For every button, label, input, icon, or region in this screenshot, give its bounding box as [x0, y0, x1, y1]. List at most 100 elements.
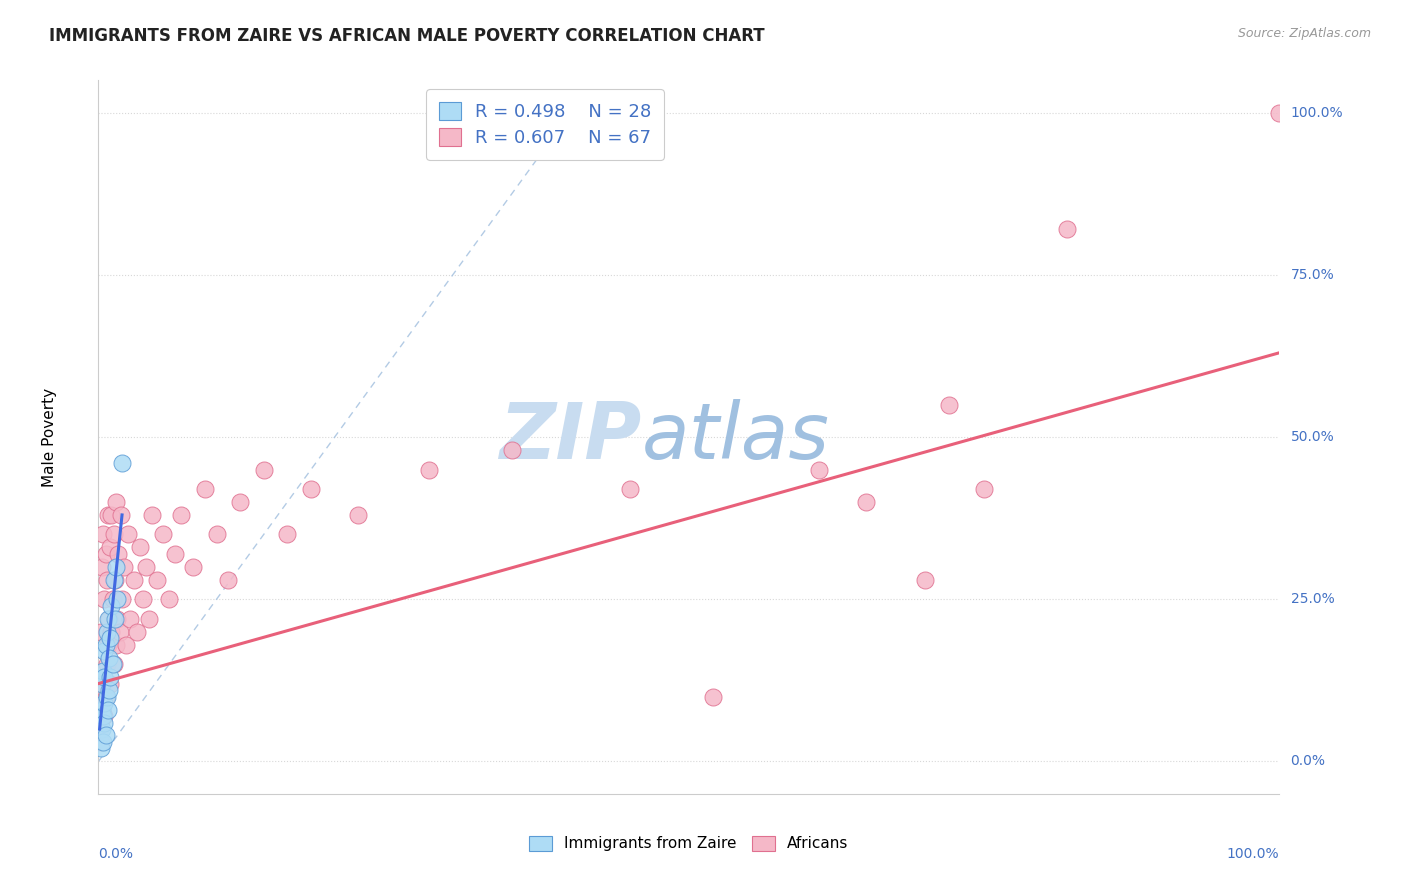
Point — [101, 592, 124, 607]
Point — [128, 541, 150, 555]
Point — [93, 644, 115, 658]
Y-axis label: Male Poverty: Male Poverty — [42, 387, 58, 487]
Point — [90, 624, 112, 639]
Point — [103, 527, 125, 541]
Point — [97, 612, 120, 626]
Point — [165, 547, 187, 561]
Point — [107, 547, 129, 561]
Point — [108, 624, 131, 639]
Point — [138, 612, 160, 626]
Point — [276, 527, 298, 541]
Point — [91, 664, 114, 678]
Point — [111, 456, 134, 470]
Point — [96, 657, 118, 672]
Point — [807, 462, 830, 476]
Point — [122, 573, 145, 587]
Point — [152, 527, 174, 541]
Point — [105, 592, 128, 607]
Point — [194, 482, 217, 496]
Point — [135, 559, 157, 574]
Point — [103, 657, 125, 672]
Point — [91, 735, 114, 749]
Point — [100, 508, 122, 522]
Point — [98, 631, 121, 645]
Point — [157, 592, 180, 607]
Point — [501, 443, 523, 458]
Point — [98, 612, 121, 626]
Point — [973, 482, 995, 496]
Point — [97, 702, 120, 716]
Point — [96, 573, 118, 587]
Text: 100.0%: 100.0% — [1227, 847, 1279, 862]
Text: 25.0%: 25.0% — [1291, 592, 1334, 607]
Point — [93, 715, 115, 730]
Point — [117, 527, 139, 541]
Point — [938, 398, 960, 412]
Point — [103, 573, 125, 587]
Text: Source: ZipAtlas.com: Source: ZipAtlas.com — [1237, 27, 1371, 40]
Point — [98, 670, 121, 684]
Point — [855, 495, 877, 509]
Point — [104, 573, 127, 587]
Point — [94, 547, 117, 561]
Point — [94, 690, 117, 704]
Point — [112, 559, 135, 574]
Text: IMMIGRANTS FROM ZAIRE VS AFRICAN MALE POVERTY CORRELATION CHART: IMMIGRANTS FROM ZAIRE VS AFRICAN MALE PO… — [49, 27, 765, 45]
Point — [253, 462, 276, 476]
Point — [93, 670, 115, 684]
Point — [170, 508, 193, 522]
Point — [347, 508, 370, 522]
Point — [111, 592, 134, 607]
Point — [97, 638, 120, 652]
Point — [127, 624, 149, 639]
Point — [98, 676, 121, 690]
Point — [94, 638, 117, 652]
Point — [93, 709, 115, 723]
Legend: Immigrants from Zaire, Africans: Immigrants from Zaire, Africans — [523, 830, 855, 857]
Point — [90, 735, 112, 749]
Point — [132, 592, 155, 607]
Point — [100, 624, 122, 639]
Point — [104, 612, 127, 626]
Point — [418, 462, 440, 476]
Text: 100.0%: 100.0% — [1291, 106, 1343, 120]
Point — [141, 508, 163, 522]
Point — [205, 527, 228, 541]
Point — [110, 508, 132, 522]
Point — [90, 741, 112, 756]
Point — [229, 495, 252, 509]
Point — [105, 638, 128, 652]
Point — [96, 690, 118, 704]
Point — [217, 573, 239, 587]
Point — [619, 482, 641, 496]
Point — [97, 508, 120, 522]
Point — [89, 722, 111, 736]
Text: 0.0%: 0.0% — [1291, 755, 1326, 768]
Point — [146, 573, 169, 587]
Text: atlas: atlas — [641, 399, 830, 475]
Point — [98, 683, 121, 698]
Point — [94, 729, 117, 743]
Point — [1056, 222, 1078, 236]
Point — [91, 527, 114, 541]
Point — [101, 657, 124, 672]
Point — [91, 676, 114, 690]
Point — [1268, 105, 1291, 120]
Point — [299, 482, 322, 496]
Text: 0.0%: 0.0% — [98, 847, 134, 862]
Point — [93, 696, 115, 710]
Point — [91, 709, 114, 723]
Text: 50.0%: 50.0% — [1291, 430, 1334, 444]
Point — [98, 650, 121, 665]
Point — [105, 559, 128, 574]
Point — [91, 676, 114, 690]
Point — [96, 624, 118, 639]
Text: ZIP: ZIP — [499, 399, 641, 475]
Text: 75.0%: 75.0% — [1291, 268, 1334, 282]
Point — [91, 722, 114, 736]
Point — [114, 638, 136, 652]
Point — [91, 559, 114, 574]
Point — [181, 559, 204, 574]
Point — [105, 495, 128, 509]
Point — [914, 573, 936, 587]
